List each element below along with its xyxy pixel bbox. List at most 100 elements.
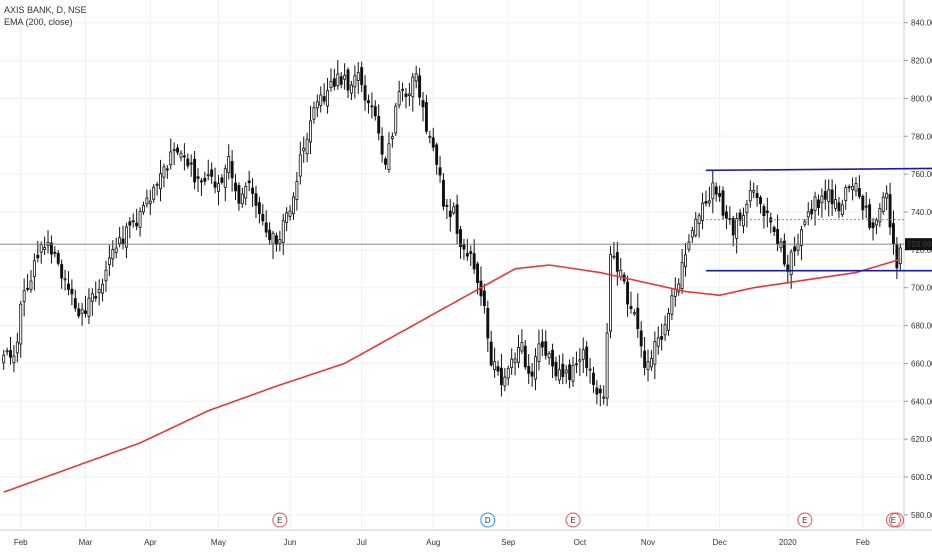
candle[interactable] bbox=[718, 192, 722, 197]
candle[interactable] bbox=[377, 115, 381, 134]
candle[interactable] bbox=[598, 388, 602, 394]
candle[interactable] bbox=[847, 186, 851, 189]
candle[interactable] bbox=[711, 182, 715, 200]
candle[interactable] bbox=[656, 337, 660, 347]
candle[interactable] bbox=[585, 346, 589, 369]
candle[interactable] bbox=[868, 204, 872, 228]
candle[interactable] bbox=[199, 180, 203, 183]
candle[interactable] bbox=[135, 222, 139, 227]
candle[interactable] bbox=[322, 96, 326, 102]
candle[interactable] bbox=[162, 166, 166, 178]
candle[interactable] bbox=[285, 212, 289, 223]
candle[interactable] bbox=[772, 227, 776, 233]
candle[interactable] bbox=[329, 80, 333, 88]
candle[interactable] bbox=[217, 183, 220, 192]
candle[interactable] bbox=[469, 251, 473, 254]
candle[interactable] bbox=[206, 174, 210, 177]
candle[interactable] bbox=[384, 158, 387, 165]
candle[interactable] bbox=[90, 293, 94, 302]
candle[interactable] bbox=[731, 218, 735, 236]
candle[interactable] bbox=[817, 199, 820, 209]
candle[interactable] bbox=[762, 206, 766, 217]
candle[interactable] bbox=[551, 349, 555, 367]
candle[interactable] bbox=[312, 107, 316, 120]
candle[interactable] bbox=[561, 363, 565, 378]
candle[interactable] bbox=[179, 152, 183, 158]
candle[interactable] bbox=[148, 200, 152, 204]
candle[interactable] bbox=[138, 211, 142, 228]
candle[interactable] bbox=[888, 194, 892, 228]
candle[interactable] bbox=[298, 154, 302, 177]
candle[interactable] bbox=[670, 295, 674, 315]
candle[interactable] bbox=[810, 208, 814, 215]
candle[interactable] bbox=[274, 235, 278, 245]
ema-200-line[interactable] bbox=[3, 258, 901, 493]
candle[interactable] bbox=[159, 173, 162, 190]
candle[interactable] bbox=[489, 341, 493, 366]
candle[interactable] bbox=[94, 296, 98, 299]
candle[interactable] bbox=[227, 156, 231, 174]
candle[interactable] bbox=[124, 226, 128, 248]
event-marker-2[interactable] bbox=[565, 512, 581, 528]
candle[interactable] bbox=[172, 149, 176, 152]
candle[interactable] bbox=[568, 364, 572, 381]
candle[interactable] bbox=[431, 137, 435, 148]
candle[interactable] bbox=[701, 202, 705, 221]
candle[interactable] bbox=[581, 349, 585, 360]
candle[interactable] bbox=[373, 106, 377, 117]
candle[interactable] bbox=[755, 193, 759, 199]
candle[interactable] bbox=[724, 211, 728, 219]
candle[interactable] bbox=[367, 100, 370, 104]
candle[interactable] bbox=[131, 220, 135, 223]
candle[interactable] bbox=[5, 350, 9, 353]
candle[interactable] bbox=[445, 204, 449, 207]
candle[interactable] bbox=[745, 203, 749, 213]
candle[interactable] bbox=[346, 69, 350, 91]
candle[interactable] bbox=[861, 195, 865, 211]
candle[interactable] bbox=[118, 237, 122, 244]
candle[interactable] bbox=[462, 244, 466, 250]
candle[interactable] bbox=[513, 358, 517, 363]
candle[interactable] bbox=[438, 167, 442, 176]
candle[interactable] bbox=[424, 102, 428, 132]
candle[interactable] bbox=[32, 260, 36, 277]
candle[interactable] bbox=[390, 136, 394, 139]
candle[interactable] bbox=[22, 290, 26, 303]
candle[interactable] bbox=[12, 355, 16, 364]
candle[interactable] bbox=[107, 257, 111, 266]
candle[interactable] bbox=[414, 73, 418, 82]
candle[interactable] bbox=[169, 151, 173, 166]
candle[interactable] bbox=[257, 202, 261, 215]
candle[interactable] bbox=[63, 278, 67, 281]
candle[interactable] bbox=[626, 281, 630, 305]
candle[interactable] bbox=[349, 84, 353, 94]
candle[interactable] bbox=[793, 246, 797, 252]
candle[interactable] bbox=[49, 242, 53, 255]
candle[interactable] bbox=[639, 330, 643, 347]
candle[interactable] bbox=[820, 195, 824, 204]
candle[interactable] bbox=[871, 222, 875, 229]
candle[interactable] bbox=[145, 197, 149, 205]
candle[interactable] bbox=[629, 305, 633, 310]
candle[interactable] bbox=[782, 240, 786, 265]
candle[interactable] bbox=[588, 368, 592, 371]
candle[interactable] bbox=[885, 192, 889, 199]
candle[interactable] bbox=[189, 162, 193, 165]
candle[interactable] bbox=[748, 190, 752, 202]
candle[interactable] bbox=[612, 255, 616, 258]
candle[interactable] bbox=[878, 208, 882, 223]
candle[interactable] bbox=[155, 183, 159, 186]
candle[interactable] bbox=[142, 205, 145, 213]
candle[interactable] bbox=[465, 253, 469, 257]
candle[interactable] bbox=[43, 247, 47, 250]
candle[interactable] bbox=[442, 179, 445, 207]
candle[interactable] bbox=[459, 229, 462, 247]
candle[interactable] bbox=[534, 356, 537, 380]
candle[interactable] bbox=[496, 366, 500, 372]
candle[interactable] bbox=[857, 188, 861, 197]
candle[interactable] bbox=[476, 263, 480, 283]
candle[interactable] bbox=[520, 342, 524, 352]
candle[interactable] bbox=[721, 190, 725, 216]
candle[interactable] bbox=[428, 135, 432, 138]
